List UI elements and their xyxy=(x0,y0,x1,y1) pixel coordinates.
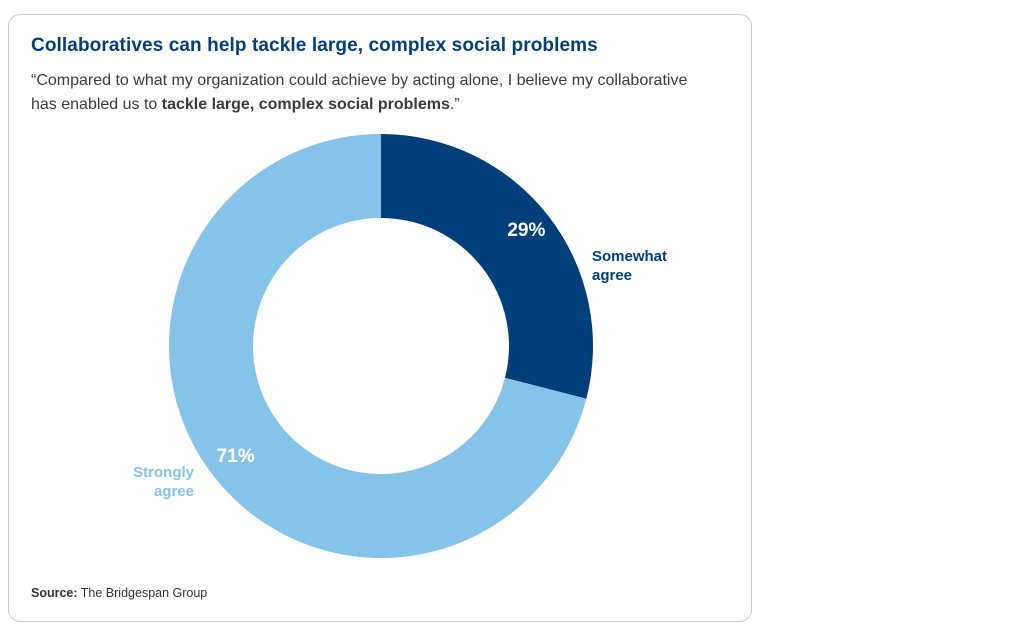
chart-subtitle: “Compared to what my organization could … xyxy=(31,69,711,117)
subtitle-emphasis: tackle large, complex social problems xyxy=(161,96,450,113)
source-label: Source: xyxy=(31,586,78,600)
subtitle-end: .” xyxy=(449,96,460,113)
slice-value-label-0: 29% xyxy=(507,220,545,241)
slice-category-label-1: Strongly agree xyxy=(133,464,194,500)
source-note: Source: The Bridgespan Group xyxy=(31,586,207,600)
source-text: The Bridgespan Group xyxy=(80,586,208,600)
donut-slice-0 xyxy=(381,134,593,399)
subtitle-text: “Compared to what my organization could … xyxy=(31,72,688,113)
donut-slice-1 xyxy=(169,134,587,559)
slice-value-label-1: 71% xyxy=(217,446,255,467)
chart-title: Collaboratives can help tackle large, co… xyxy=(31,35,598,56)
donut-chart: 29% Somewhat agree 71% Strongly agree xyxy=(133,134,667,559)
slice-category-label-0: Somewhat agree xyxy=(592,248,667,284)
chart-card: Collaboratives can help tackle large, co… xyxy=(8,14,752,622)
